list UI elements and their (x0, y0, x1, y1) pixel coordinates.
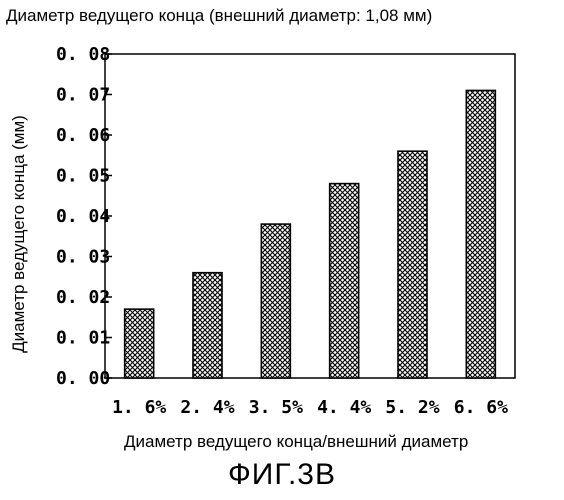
plot-frame (105, 54, 515, 378)
y-tick-label: 0. 04 (56, 206, 110, 227)
bar (466, 90, 495, 378)
x-tick-label: 3. 5% (249, 397, 303, 418)
y-tick-label: 0. 08 (56, 44, 110, 65)
bar (261, 224, 290, 378)
y-tick-label: 0. 01 (56, 328, 110, 349)
y-tick-label: 0. 00 (56, 368, 110, 389)
x-tick-label: 5. 2% (385, 397, 439, 418)
y-tick-label: 0. 06 (56, 125, 110, 146)
bar (330, 184, 359, 378)
y-tick-label: 0. 07 (56, 85, 110, 106)
x-tick-label: 1. 6% (112, 397, 166, 418)
plot-area: 0. 00 0. 01 0. 02 0. 03 0. 04 0. 05 0. 06 0. 07… (56, 44, 515, 418)
y-tick-label: 0. 05 (56, 166, 110, 187)
x-tick-label: 4. 4% (317, 397, 371, 418)
y-tick-label: 0. 02 (56, 287, 110, 308)
y-tick-label: 0. 03 (56, 247, 110, 268)
figure-caption: ФИГ.3B (0, 458, 564, 492)
x-tick-label: 6. 6% (454, 397, 508, 418)
bar (193, 273, 222, 378)
bar (125, 309, 154, 378)
x-axis-label: Диаметр ведущего конца/внешний диаметр (124, 432, 468, 452)
x-tick-label: 2. 4% (180, 397, 234, 418)
bar (398, 151, 427, 378)
